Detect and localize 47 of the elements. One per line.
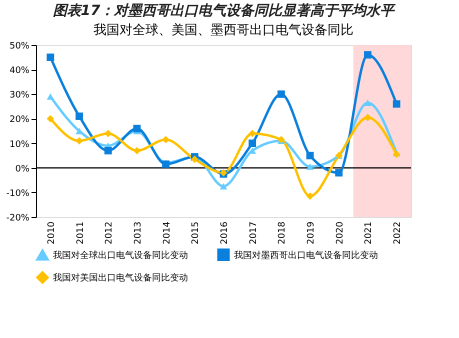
chart-subtitle: 我国对全球、美国、墨西哥出口电气设备同比 [94, 22, 354, 38]
point [220, 183, 228, 190]
x-tick-label: 2013 [133, 222, 144, 244]
point [306, 192, 314, 200]
legend-label: 我国对墨西哥出口电气设备同比变动 [234, 250, 378, 261]
x-tick-label: 2018 [278, 221, 288, 244]
point [248, 140, 256, 147]
point [190, 156, 198, 163]
x-tick-label: 2022 [393, 222, 404, 244]
point [277, 90, 285, 98]
y-tick-label: 30% [9, 90, 30, 101]
point [133, 124, 141, 132]
point [46, 115, 54, 122]
point [392, 100, 400, 108]
y-tick-label: -10% [6, 188, 30, 199]
y-tick-label: -20% [6, 214, 30, 224]
point [133, 146, 141, 154]
y-tick-label: 40% [9, 66, 30, 76]
point [306, 163, 314, 170]
x-tick-label: 2015 [191, 222, 202, 244]
point [335, 169, 343, 176]
y-tick-label: 0% [15, 164, 30, 174]
x-tick-label: 2012 [104, 222, 115, 244]
point [76, 137, 83, 145]
x-tick-label: 2011 [76, 222, 86, 244]
x-tick-label: 2020 [335, 221, 346, 244]
point [364, 51, 372, 59]
chart-title: 图表17：对墨西哥出口电气设备同比显著高于平均水平 [52, 2, 396, 19]
legend-label: 我国对美国出口电气设备同比变动 [53, 272, 188, 284]
point [46, 54, 54, 61]
point [162, 136, 170, 144]
point [46, 93, 54, 100]
y-tick-label: 20% [9, 115, 30, 126]
x-tick-label: 2019 [306, 221, 317, 244]
y-tick-label: 10% [9, 140, 30, 150]
x-tick-label: 2010 [46, 221, 57, 244]
y-tick-label: 50% [9, 42, 30, 52]
point [104, 146, 112, 154]
legend-label: 我国对全球出口电气设备同比变动 [53, 250, 188, 262]
x-tick-label: 2021 [364, 222, 374, 244]
x-tick-label: 2016 [220, 221, 230, 244]
point [306, 152, 314, 160]
point [364, 100, 372, 106]
x-tick-label: 2014 [162, 221, 172, 244]
point [76, 112, 83, 120]
point [104, 130, 112, 138]
x-tick-label: 2017 [248, 222, 259, 244]
